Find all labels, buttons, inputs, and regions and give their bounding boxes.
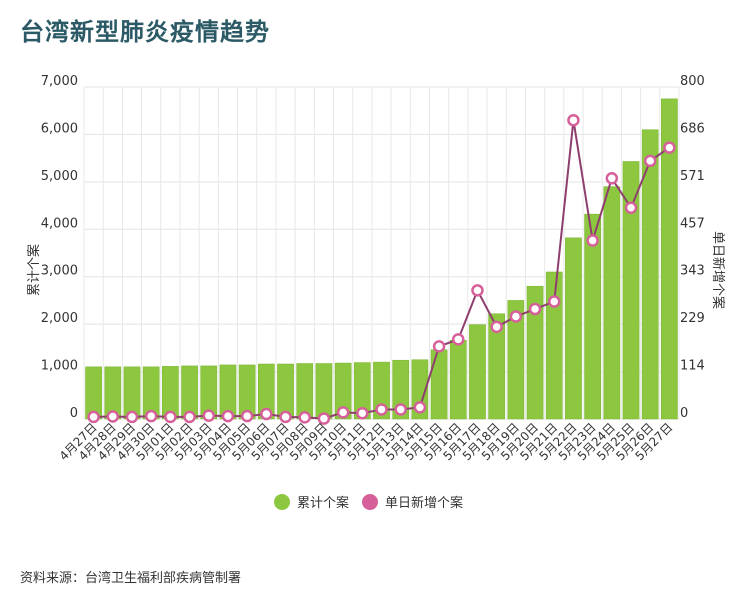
bar [507,300,525,420]
bar [622,161,640,420]
legend-line-label: 单日新增个案 [385,495,463,511]
left-y-axis-label: 累计个案 [27,244,42,296]
line-point [605,172,619,185]
bar [526,285,544,420]
legend-line-swatch [362,494,378,510]
bar [603,186,621,420]
line-point [298,411,311,424]
line-point [317,412,331,425]
y-tick-label: 5,000 [41,169,78,184]
line-point [643,154,657,168]
line-point [279,410,292,424]
line-point [144,409,158,423]
line-point [471,284,484,297]
bar [661,98,678,420]
right-y-axis: 0 114 229 343 457 571 686 800 [680,74,705,421]
bar [449,340,467,420]
line-point [394,403,407,416]
bar-series [85,98,678,420]
line-points [87,113,676,425]
line-point [375,403,388,416]
y-tick-label: 0 [70,406,78,421]
bar [469,324,486,420]
line-point [183,410,196,424]
line-point [336,406,350,419]
y-tick-label: 6,000 [41,121,78,136]
y2-tick-label: 343 [680,264,705,279]
line-point [567,113,580,127]
legend-bar-label: 累计个案 [297,496,349,511]
line-point [125,410,139,424]
bar [565,237,582,420]
y2-tick-label: 686 [680,121,705,136]
y2-tick-label: 229 [680,311,705,326]
y-tick-label: 3,000 [41,264,78,279]
y-tick-label: 4,000 [41,216,78,231]
line-point [240,409,254,423]
y2-tick-label: 114 [680,359,705,374]
line-point [663,141,676,154]
line-point [202,409,216,422]
bar [641,129,659,420]
line-point [624,201,638,215]
line-point [87,410,100,424]
bar [315,363,333,420]
bar [334,362,352,420]
line-point [106,410,120,423]
line-point [260,407,273,421]
y2-tick-label: 800 [680,74,705,89]
grid-lines [83,86,680,420]
line-point [547,295,561,308]
bar [584,213,601,420]
line-point [221,409,235,423]
bar [392,359,410,420]
legend: 累计个案 单日新增个案 [274,494,463,511]
left-y-axis: 0 1,000 2,000 3,000 4,000 5,000 6,000 7,000 [41,74,78,421]
y2-tick-label: 571 [680,169,705,184]
line-point [509,310,523,323]
bar [488,313,506,420]
line-point [356,406,369,420]
line-point [528,302,542,316]
line-point [413,401,427,414]
bar [545,271,563,420]
y2-tick-label: 457 [680,216,705,231]
line-point [164,410,177,424]
line-point [586,234,599,247]
legend-bar-swatch [274,494,290,510]
line-point [490,320,503,334]
y-tick-label: 2,000 [41,311,78,326]
y2-tick-label: 0 [680,406,688,421]
x-axis: 4月27日4月28日4月29日4月30日5月01日5月02日5月03日5月04日… [57,420,676,463]
line-point [452,333,465,346]
source-note: 资料来源：台湾卫生福利部疾病管制署 [20,571,242,586]
bar [430,349,448,420]
y-tick-label: 7,000 [41,74,78,89]
bar [296,363,314,420]
y-tick-label: 1,000 [41,359,78,374]
chart-title: 台湾新型肺炎疫情趋势 [20,18,270,46]
right-y-axis-label: 单日新增个案 [710,231,726,309]
line-point [432,340,446,353]
